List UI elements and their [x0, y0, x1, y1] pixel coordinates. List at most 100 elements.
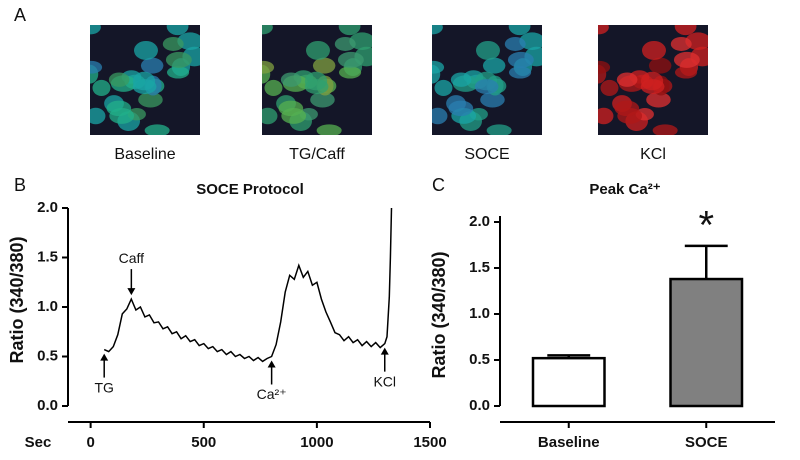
cell [162, 37, 184, 51]
cell [90, 107, 106, 125]
significance-marker: * [698, 203, 714, 247]
cell [640, 79, 665, 95]
image-caption: TG/Caff [289, 146, 345, 163]
x-tick-label: 500 [191, 434, 216, 451]
cell [138, 91, 163, 108]
bar [669, 277, 744, 408]
arrow-head [100, 353, 109, 361]
cell [262, 107, 278, 125]
cell [598, 25, 609, 35]
cell [448, 100, 474, 117]
cell [432, 60, 445, 74]
cell [616, 72, 638, 87]
chart-title: SOCE Protocol [196, 181, 304, 198]
chart-title: Peak Ca²⁺ [589, 181, 660, 198]
y-tick-label: 2.0 [469, 213, 490, 230]
cells [262, 25, 372, 135]
panel-label: B [14, 175, 26, 195]
cell [674, 25, 697, 36]
cell [508, 66, 532, 79]
cell [278, 100, 304, 117]
annotation: KCl [373, 373, 396, 389]
y-tick-label: 1.0 [469, 305, 490, 322]
arrow-head [267, 360, 276, 368]
cell [144, 124, 170, 135]
cell [166, 66, 190, 79]
cell [338, 25, 361, 36]
cell [106, 100, 132, 117]
x-tick-label: 1000 [300, 434, 333, 451]
cell [507, 51, 534, 68]
x-tick-label: SOCE [685, 434, 728, 451]
cell [504, 37, 526, 51]
y-tick-label: 0.5 [469, 351, 490, 368]
x-tick-label: 1500 [413, 434, 446, 451]
cell [432, 107, 448, 125]
cell [598, 107, 614, 125]
cell [600, 79, 619, 96]
image-caption: KCl [640, 146, 666, 163]
y-tick-label: 0.5 [37, 347, 58, 364]
annotation: Ca²⁺ [257, 386, 287, 402]
micrograph-row: Baseline TG/Caff SOCE KCl [90, 25, 708, 163]
cell [450, 72, 472, 87]
cell [486, 124, 512, 135]
cell [432, 25, 443, 35]
cell [92, 79, 111, 96]
cell [305, 40, 330, 60]
cell [646, 91, 671, 108]
cell [652, 124, 678, 135]
cell [140, 57, 164, 74]
cell [474, 79, 499, 95]
cell [262, 60, 275, 74]
y-tick-label: 0.0 [37, 397, 58, 414]
cell [674, 66, 698, 79]
annotation: TG [94, 379, 113, 395]
cell [475, 40, 500, 60]
cell [648, 57, 672, 74]
cell [316, 124, 342, 135]
cell [165, 51, 192, 68]
cell [508, 25, 531, 36]
arrow-head [127, 288, 136, 296]
cell [304, 79, 329, 95]
annotation: Caff [119, 250, 145, 266]
cell [334, 37, 356, 51]
cell [641, 40, 666, 60]
cell [133, 40, 158, 60]
bar [531, 356, 606, 408]
cells [598, 25, 708, 135]
y-axis-label: Ratio (340/380) [429, 251, 449, 378]
image-caption: SOCE [464, 146, 509, 163]
y-tick-label: 1.0 [37, 298, 58, 315]
cell [670, 37, 692, 51]
panel-label: C [432, 175, 445, 195]
cell [434, 79, 453, 96]
cell [166, 25, 189, 36]
trace [103, 207, 393, 363]
cell [264, 79, 283, 96]
cell [338, 66, 362, 79]
x-tick-label: Baseline [538, 434, 600, 451]
image-caption: Baseline [114, 146, 175, 163]
cell [132, 79, 157, 95]
cell [312, 57, 336, 74]
cells [90, 25, 200, 135]
cell [108, 72, 130, 87]
x-tick-label: 0 [86, 434, 94, 451]
cell [337, 51, 364, 68]
y-axis-label: Ratio (340/380) [7, 236, 27, 363]
panel-label: A [14, 5, 26, 25]
cell [262, 25, 273, 35]
cell [482, 57, 506, 74]
arrow-head [380, 347, 389, 355]
cell [480, 91, 505, 108]
y-tick-label: 1.5 [469, 259, 490, 276]
cells [432, 25, 542, 135]
cell [310, 91, 335, 108]
x-axis-label: Sec [25, 434, 52, 451]
y-tick-label: 2.0 [37, 199, 58, 216]
cell [673, 51, 700, 68]
cell [280, 72, 302, 87]
